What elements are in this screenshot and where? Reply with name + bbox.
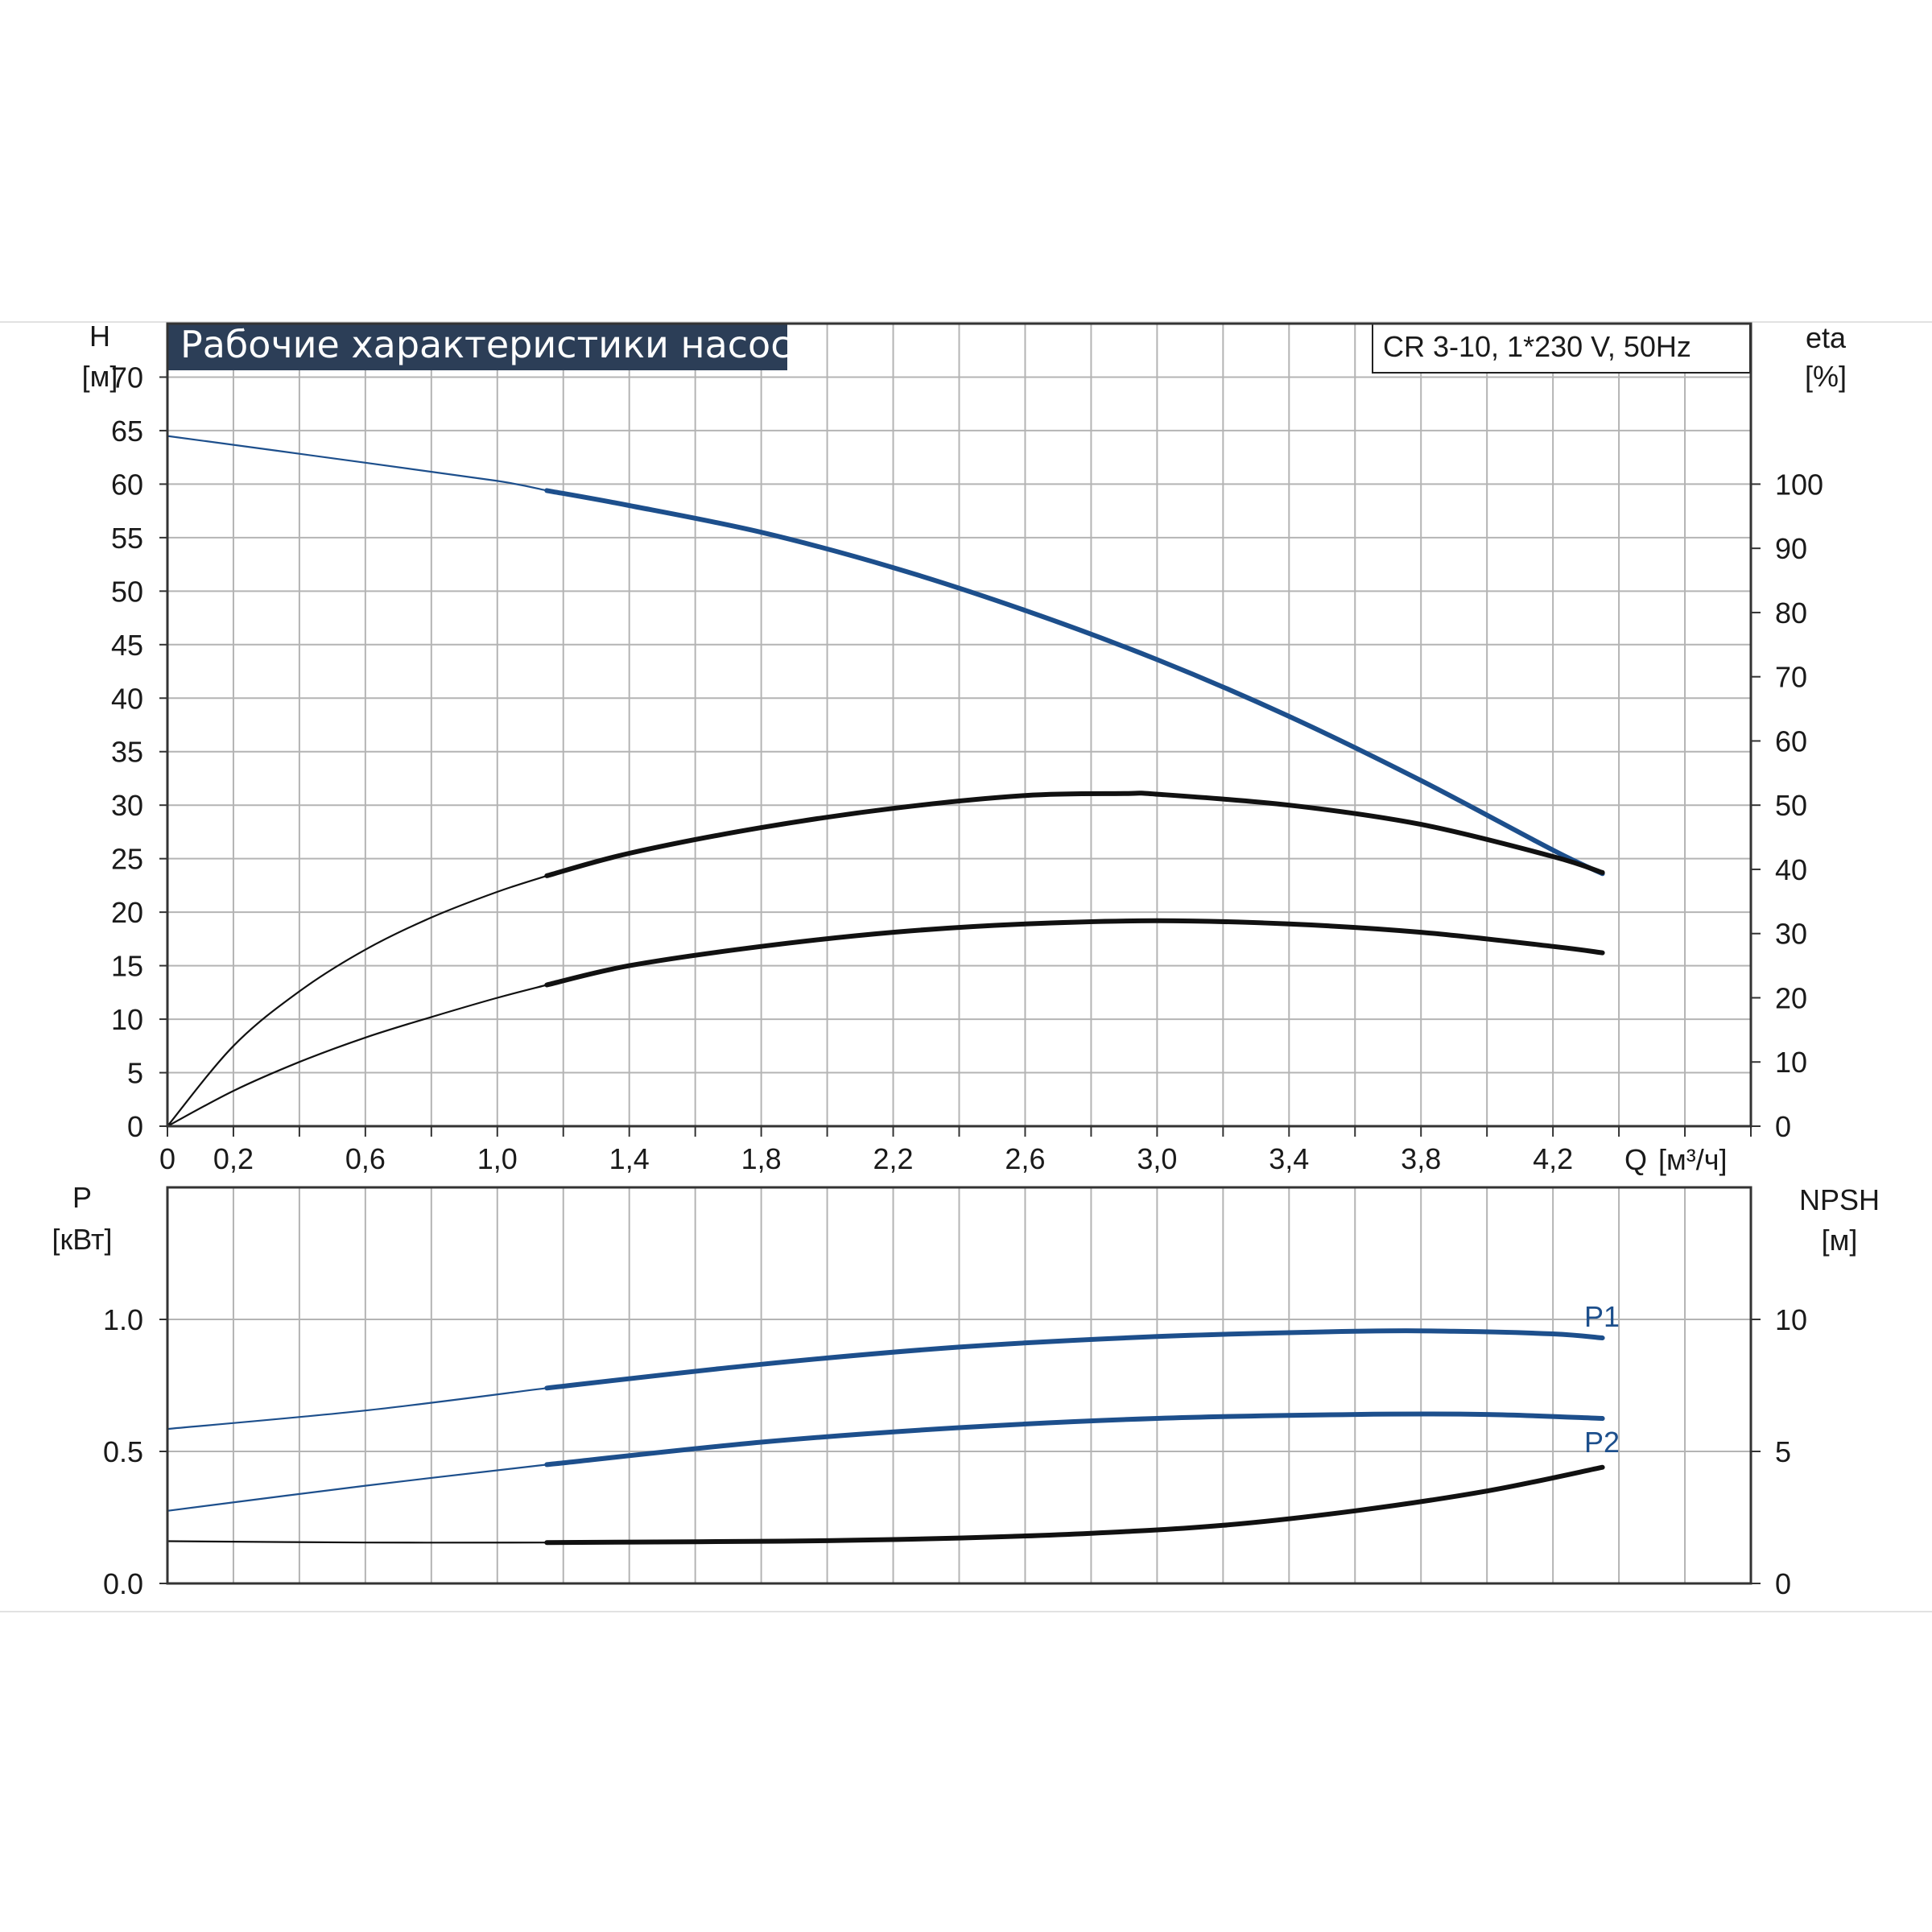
eta-tick-label: 20 <box>1775 981 1807 1014</box>
q-axis-name: Q <box>1624 1143 1647 1176</box>
flow-tick-labels: 0 0,2 0,6 1,0 1,4 1,8 2,2 2,6 3,0 3,4 3,8 4,2 <box>159 1126 1752 1175</box>
eta-tick-label: 60 <box>1775 724 1807 758</box>
npsh-curve-operating <box>544 1464 1605 1546</box>
eta-tick-label: 70 <box>1775 661 1807 694</box>
eta-axis-name: eta <box>1806 321 1847 354</box>
flow-tick-label: 2,6 <box>1005 1142 1045 1175</box>
flow-tick-label: 1,0 <box>477 1142 518 1175</box>
eta-tick-label: 30 <box>1775 918 1807 951</box>
h-axis-name: H <box>89 320 110 353</box>
npsh-tick-label: 0 <box>1775 1567 1791 1600</box>
p2-curve-extended <box>167 1463 547 1512</box>
head-tick-label: 20 <box>111 896 143 929</box>
power-plot-frame <box>166 1186 1752 1585</box>
eta-curve-operating <box>544 918 1605 988</box>
flow-tick-label: 3,8 <box>1401 1142 1441 1175</box>
head-tick-label: 40 <box>111 682 143 715</box>
p1-curve-operating <box>544 1328 1605 1391</box>
head-tick-label: 0 <box>127 1110 143 1143</box>
flow-tick-label: 0 <box>159 1142 175 1175</box>
p-axis-unit: [кВт] <box>52 1223 112 1256</box>
chart-title: Рабочие характеристики насоса <box>180 323 814 366</box>
p1-curve-extended <box>167 1387 547 1430</box>
eta-tick-labels: 0 10 20 30 40 50 60 70 80 90 100 <box>1751 468 1823 1143</box>
eta-tick-label: 40 <box>1775 853 1807 886</box>
power-tick-label: 1.0 <box>103 1303 143 1336</box>
npsh-axis-unit: [м] <box>1822 1224 1858 1257</box>
eta-tick-label: 100 <box>1775 468 1823 501</box>
head-tick-label: 60 <box>111 468 143 501</box>
p-axis-name: P <box>72 1181 92 1214</box>
flow-tick-label: 0,2 <box>213 1142 254 1175</box>
npsh-tick-labels: 0 5 10 <box>1751 1303 1807 1600</box>
power-tick-label: 0.0 <box>103 1567 143 1600</box>
flow-tick-label: 3,0 <box>1137 1142 1177 1175</box>
power-plot-grid <box>167 1187 1751 1583</box>
head-tick-label: 35 <box>111 736 143 769</box>
power-tick-label: 0.5 <box>103 1435 143 1468</box>
p1-series-label: P1 <box>1584 1300 1620 1333</box>
head-tick-label: 50 <box>111 575 143 608</box>
head-tick-label: 5 <box>127 1057 143 1090</box>
head-tick-label: 10 <box>111 1003 143 1036</box>
eta-tick-label: 50 <box>1775 789 1807 822</box>
flow-tick-label: 3,4 <box>1269 1142 1309 1175</box>
flow-tick-label: 1,4 <box>609 1142 650 1175</box>
flow-tick-label: 4,2 <box>1533 1142 1573 1175</box>
head-plot-frame <box>166 322 1752 1128</box>
flow-tick-label: 1,8 <box>741 1142 782 1175</box>
flow-tick-label: 0,6 <box>345 1142 386 1175</box>
head-tick-labels: 0 5 10 15 20 25 30 35 40 45 50 55 60 65 70 <box>111 361 167 1143</box>
h-axis-unit: [м] <box>82 360 118 393</box>
npsh-curve-extended <box>167 1540 547 1544</box>
efficiency-curve-operating <box>544 791 1605 878</box>
head-tick-label: 30 <box>111 789 143 822</box>
efficiency-curve-extended <box>167 874 547 1127</box>
flow-tick-label: 2,2 <box>873 1142 914 1175</box>
head-tick-label: 70 <box>111 361 143 394</box>
head-curve-extended <box>167 435 547 492</box>
eta-tick-label: 10 <box>1775 1046 1807 1079</box>
q-axis-unit: [м³/ч] <box>1658 1143 1728 1176</box>
eta-tick-label: 90 <box>1775 532 1807 565</box>
head-tick-label: 25 <box>111 843 143 876</box>
eta-tick-label: 80 <box>1775 597 1807 630</box>
p2-curve-operating <box>544 1411 1605 1468</box>
power-tick-labels: 0.0 0.5 1.0 <box>103 1303 167 1600</box>
head-tick-label: 65 <box>111 415 143 448</box>
head-tick-label: 15 <box>111 950 143 983</box>
head-tick-label: 45 <box>111 629 143 662</box>
head-curve-operating <box>544 488 1605 877</box>
head-plot-grid <box>167 323 1751 1127</box>
p2-series-label: P2 <box>1584 1426 1620 1459</box>
title-box <box>167 323 787 370</box>
npsh-tick-label: 10 <box>1775 1303 1807 1336</box>
head-plot-curves <box>167 435 1605 1127</box>
npsh-tick-label: 5 <box>1775 1435 1791 1468</box>
head-tick-label: 55 <box>111 522 143 555</box>
eta-curve-extended <box>167 984 547 1127</box>
eta-axis-unit: [%] <box>1805 360 1847 393</box>
power-plot-curves <box>167 1328 1605 1546</box>
eta-tick-label: 0 <box>1775 1110 1791 1143</box>
model-label: CR 3-10, 1*230 V, 50Hz <box>1383 330 1691 363</box>
npsh-axis-name: NPSH <box>1799 1183 1880 1216</box>
